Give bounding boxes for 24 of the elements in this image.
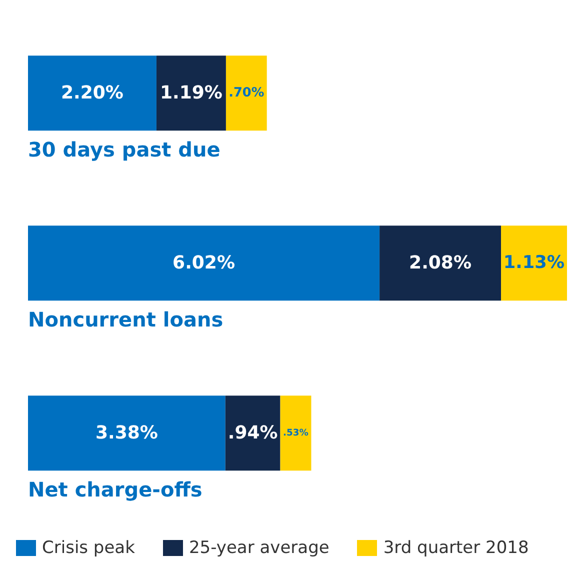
y-tick-label: 30 days past due: [28, 138, 220, 162]
legend-label: 25-year average: [188, 538, 330, 558]
data-label: .53%: [283, 428, 308, 439]
data-label: 1.13%: [503, 253, 565, 274]
legend-label: Crisis peak: [42, 538, 135, 558]
bar: [226, 56, 267, 131]
bar: [280, 396, 312, 471]
bar: [225, 396, 280, 471]
data-label: .94%: [228, 422, 278, 444]
data-label: .70%: [228, 86, 264, 101]
data-label: 2.20%: [61, 82, 124, 104]
data-label: 3.38%: [95, 422, 158, 444]
data-label: 2.08%: [409, 252, 472, 274]
bar: [28, 396, 226, 471]
y-tick-label: Noncurrent loans: [28, 308, 224, 332]
data-label: 1.19%: [160, 82, 222, 104]
bar: [380, 226, 502, 301]
bar: [28, 226, 380, 301]
bar: [28, 56, 156, 131]
bar: [156, 56, 226, 131]
y-tick-label: Net charge-offs: [28, 478, 202, 502]
bar: [501, 226, 567, 301]
data-label: 6.02%: [172, 252, 235, 274]
legend-label: 3rd quarter 2018: [383, 538, 529, 558]
